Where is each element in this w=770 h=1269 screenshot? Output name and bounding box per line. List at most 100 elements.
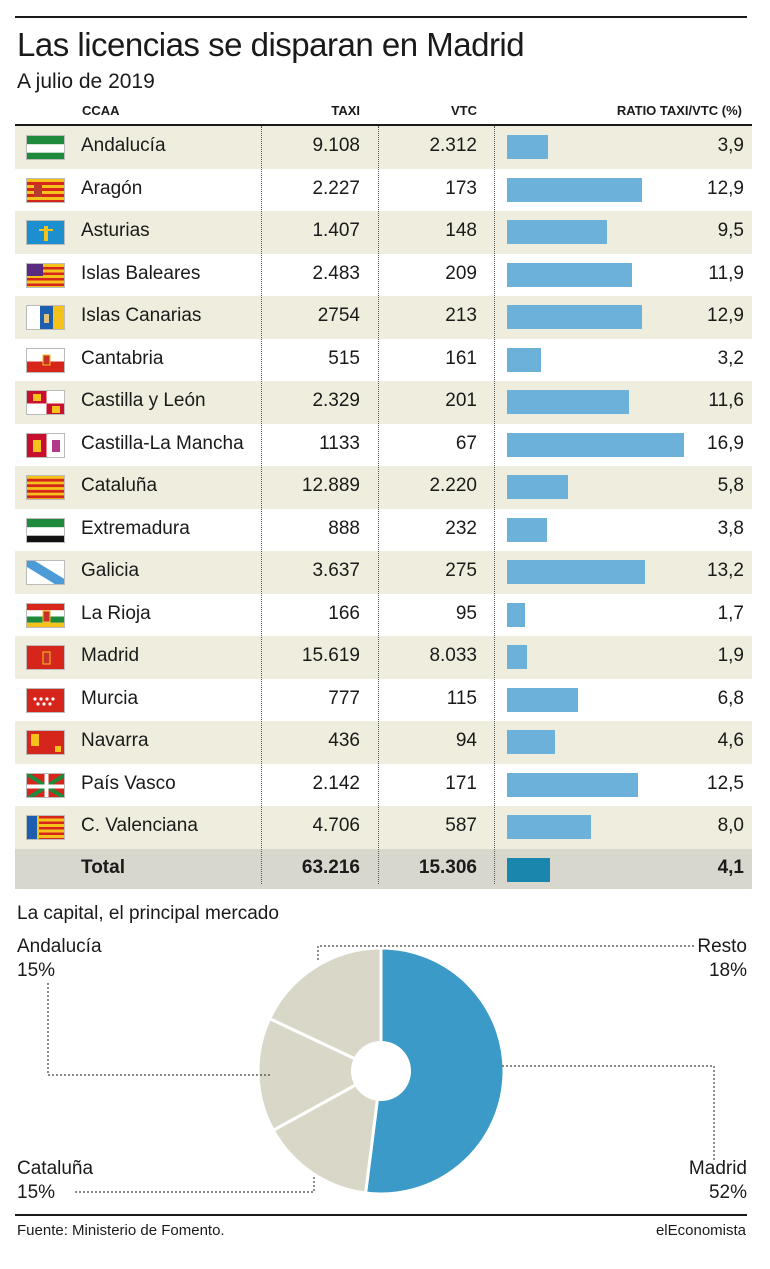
- vtc-value: 94: [455, 730, 477, 751]
- pie-label-resto: Resto 18%: [697, 935, 747, 983]
- taxi-value: 15.619: [301, 645, 360, 666]
- vtc-value: 232: [445, 517, 477, 539]
- vtc-value: 2.312: [429, 135, 477, 156]
- bottom-rule: [15, 1214, 747, 1216]
- table-row: C. Valenciana 4.706 587 8,0: [15, 806, 752, 849]
- ratio-value: 12,9: [707, 305, 744, 326]
- region-name: Andalucía: [81, 135, 166, 156]
- ratio-value: 1,7: [717, 602, 744, 624]
- ratio-bar: [507, 687, 579, 712]
- table-row: Cataluña 12.889 2.220 5,8: [15, 466, 752, 509]
- ratio-bar: [507, 177, 643, 202]
- extremadura-flag-icon: [26, 517, 65, 543]
- pie-slice: [256, 1016, 385, 1133]
- region-name: C. Valenciana: [81, 815, 198, 836]
- ratio-bar: [507, 857, 550, 882]
- column-header-ccaa: CCAA: [82, 103, 120, 118]
- ratio-bar: [507, 390, 629, 414]
- ratio-value: 4,6: [717, 730, 744, 751]
- ratio-bar: [507, 135, 548, 159]
- table-row: País Vasco 2.142 171 12,5: [15, 764, 752, 807]
- table-row: Asturias 1.407 148 9,5: [15, 211, 752, 254]
- asturias-flag-icon: [26, 220, 65, 245]
- table-row: Murcia 777 115 6,8: [15, 679, 752, 722]
- vtc-value: 213: [445, 305, 477, 326]
- pie-label-name: Andalucía: [17, 936, 102, 957]
- table-row: Navarra 436 94 4,6: [15, 721, 752, 764]
- ratio-value: 8,0: [717, 815, 744, 836]
- ratio-bar: [507, 645, 527, 669]
- region-name: Total: [81, 856, 125, 878]
- ratio-value: 6,8: [717, 687, 744, 709]
- table-total-row: Total 63.216 15.306 4,1: [15, 848, 752, 889]
- leader-line: [317, 945, 694, 962]
- chart-subtitle: A julio de 2019: [17, 70, 155, 93]
- pie-slice: [271, 1068, 383, 1195]
- vtc-value: 161: [445, 347, 477, 369]
- header-rule: [15, 124, 752, 126]
- pie-slice: [363, 946, 506, 1196]
- table-row: Castilla-La Mancha 1133 67 16,9: [15, 424, 752, 467]
- region-name: La Rioja: [81, 602, 151, 624]
- castilla-la-mancha-flag-icon: [26, 432, 65, 458]
- ratio-bar: [507, 432, 684, 457]
- vtc-value: 95: [455, 602, 477, 624]
- table-row: Madrid 15.619 8.033 1,9: [15, 636, 752, 679]
- taxi-value: 888: [328, 517, 360, 539]
- valenciana-flag-icon: [26, 815, 65, 840]
- taxi-value: 777: [328, 687, 360, 709]
- taxi-value: 515: [328, 347, 360, 369]
- region-name: Islas Canarias: [81, 305, 202, 326]
- column-header-taxi: TAXI: [331, 103, 360, 118]
- taxi-value: 12.889: [301, 475, 360, 496]
- ratio-bar: [507, 815, 591, 839]
- table-row: Aragón 2.227 173 12,9: [15, 169, 752, 212]
- ratio-value: 11,6: [708, 390, 744, 411]
- ratio-value: 3,9: [717, 135, 744, 156]
- pie-hole: [351, 1041, 411, 1101]
- pie-label-andalucia: Andalucía 15%: [17, 935, 102, 983]
- ratio-bar: [507, 560, 646, 584]
- table-row: Cantabria 515 161 3,2: [15, 339, 752, 382]
- pie-label-value: 18%: [708, 960, 747, 981]
- pie-label-value: 15%: [17, 960, 56, 981]
- data-table: Andalucía 9.108 2.312 3,9 Aragón 2.227 173 12,9…: [15, 126, 752, 889]
- region-name: Castilla-La Mancha: [81, 432, 244, 454]
- taxi-value: 1133: [319, 432, 360, 454]
- table-row: Andalucía 9.108 2.312 3,9: [15, 126, 752, 169]
- region-name: Galicia: [81, 560, 140, 581]
- taxi-value: 9.108: [312, 135, 360, 156]
- cataluna-flag-icon: [26, 475, 65, 500]
- taxi-value: 63.216: [301, 856, 360, 878]
- table-row: Castilla y León 2.329 201 11,6: [15, 381, 752, 424]
- vtc-value: 173: [445, 177, 477, 199]
- ratio-value: 12,5: [707, 772, 744, 794]
- column-header-vtc: VTC: [451, 103, 477, 118]
- la-rioja-flag-icon: [26, 602, 65, 628]
- ratio-bar: [507, 602, 525, 627]
- ratio-value: 3,8: [717, 517, 744, 539]
- pie-label-name: Resto: [697, 936, 747, 957]
- region-name: Cataluña: [81, 475, 158, 496]
- top-rule: [15, 16, 747, 18]
- brand-logo: elEconomista: [655, 1222, 746, 1239]
- pie-label-name: Cataluña: [17, 1158, 94, 1179]
- taxi-value: 2.483: [312, 262, 360, 284]
- region-name: País Vasco: [81, 772, 176, 794]
- vtc-value: 148: [445, 220, 477, 241]
- vtc-value: 15.306: [418, 856, 477, 878]
- table-row: Galicia 3.637 275 13,2: [15, 551, 752, 594]
- ratio-value: 16,9: [707, 432, 744, 454]
- pie-label-name: Madrid: [688, 1158, 747, 1179]
- castilla-leon-flag-icon: [26, 390, 65, 415]
- column-divider: [261, 126, 262, 884]
- ratio-value: 1,9: [717, 645, 744, 666]
- aragon-flag-icon: [26, 177, 65, 203]
- ratio-value: 12,9: [707, 177, 744, 199]
- ratio-bar: [507, 347, 541, 372]
- region-name: Murcia: [81, 687, 139, 709]
- pais-vasco-flag-icon: [26, 772, 65, 798]
- table-row: Islas Canarias 2754 213 12,9: [15, 296, 752, 339]
- column-header-ratio: RATIO TAXI/VTC (%): [616, 103, 742, 118]
- navarra-flag-icon: [26, 730, 65, 755]
